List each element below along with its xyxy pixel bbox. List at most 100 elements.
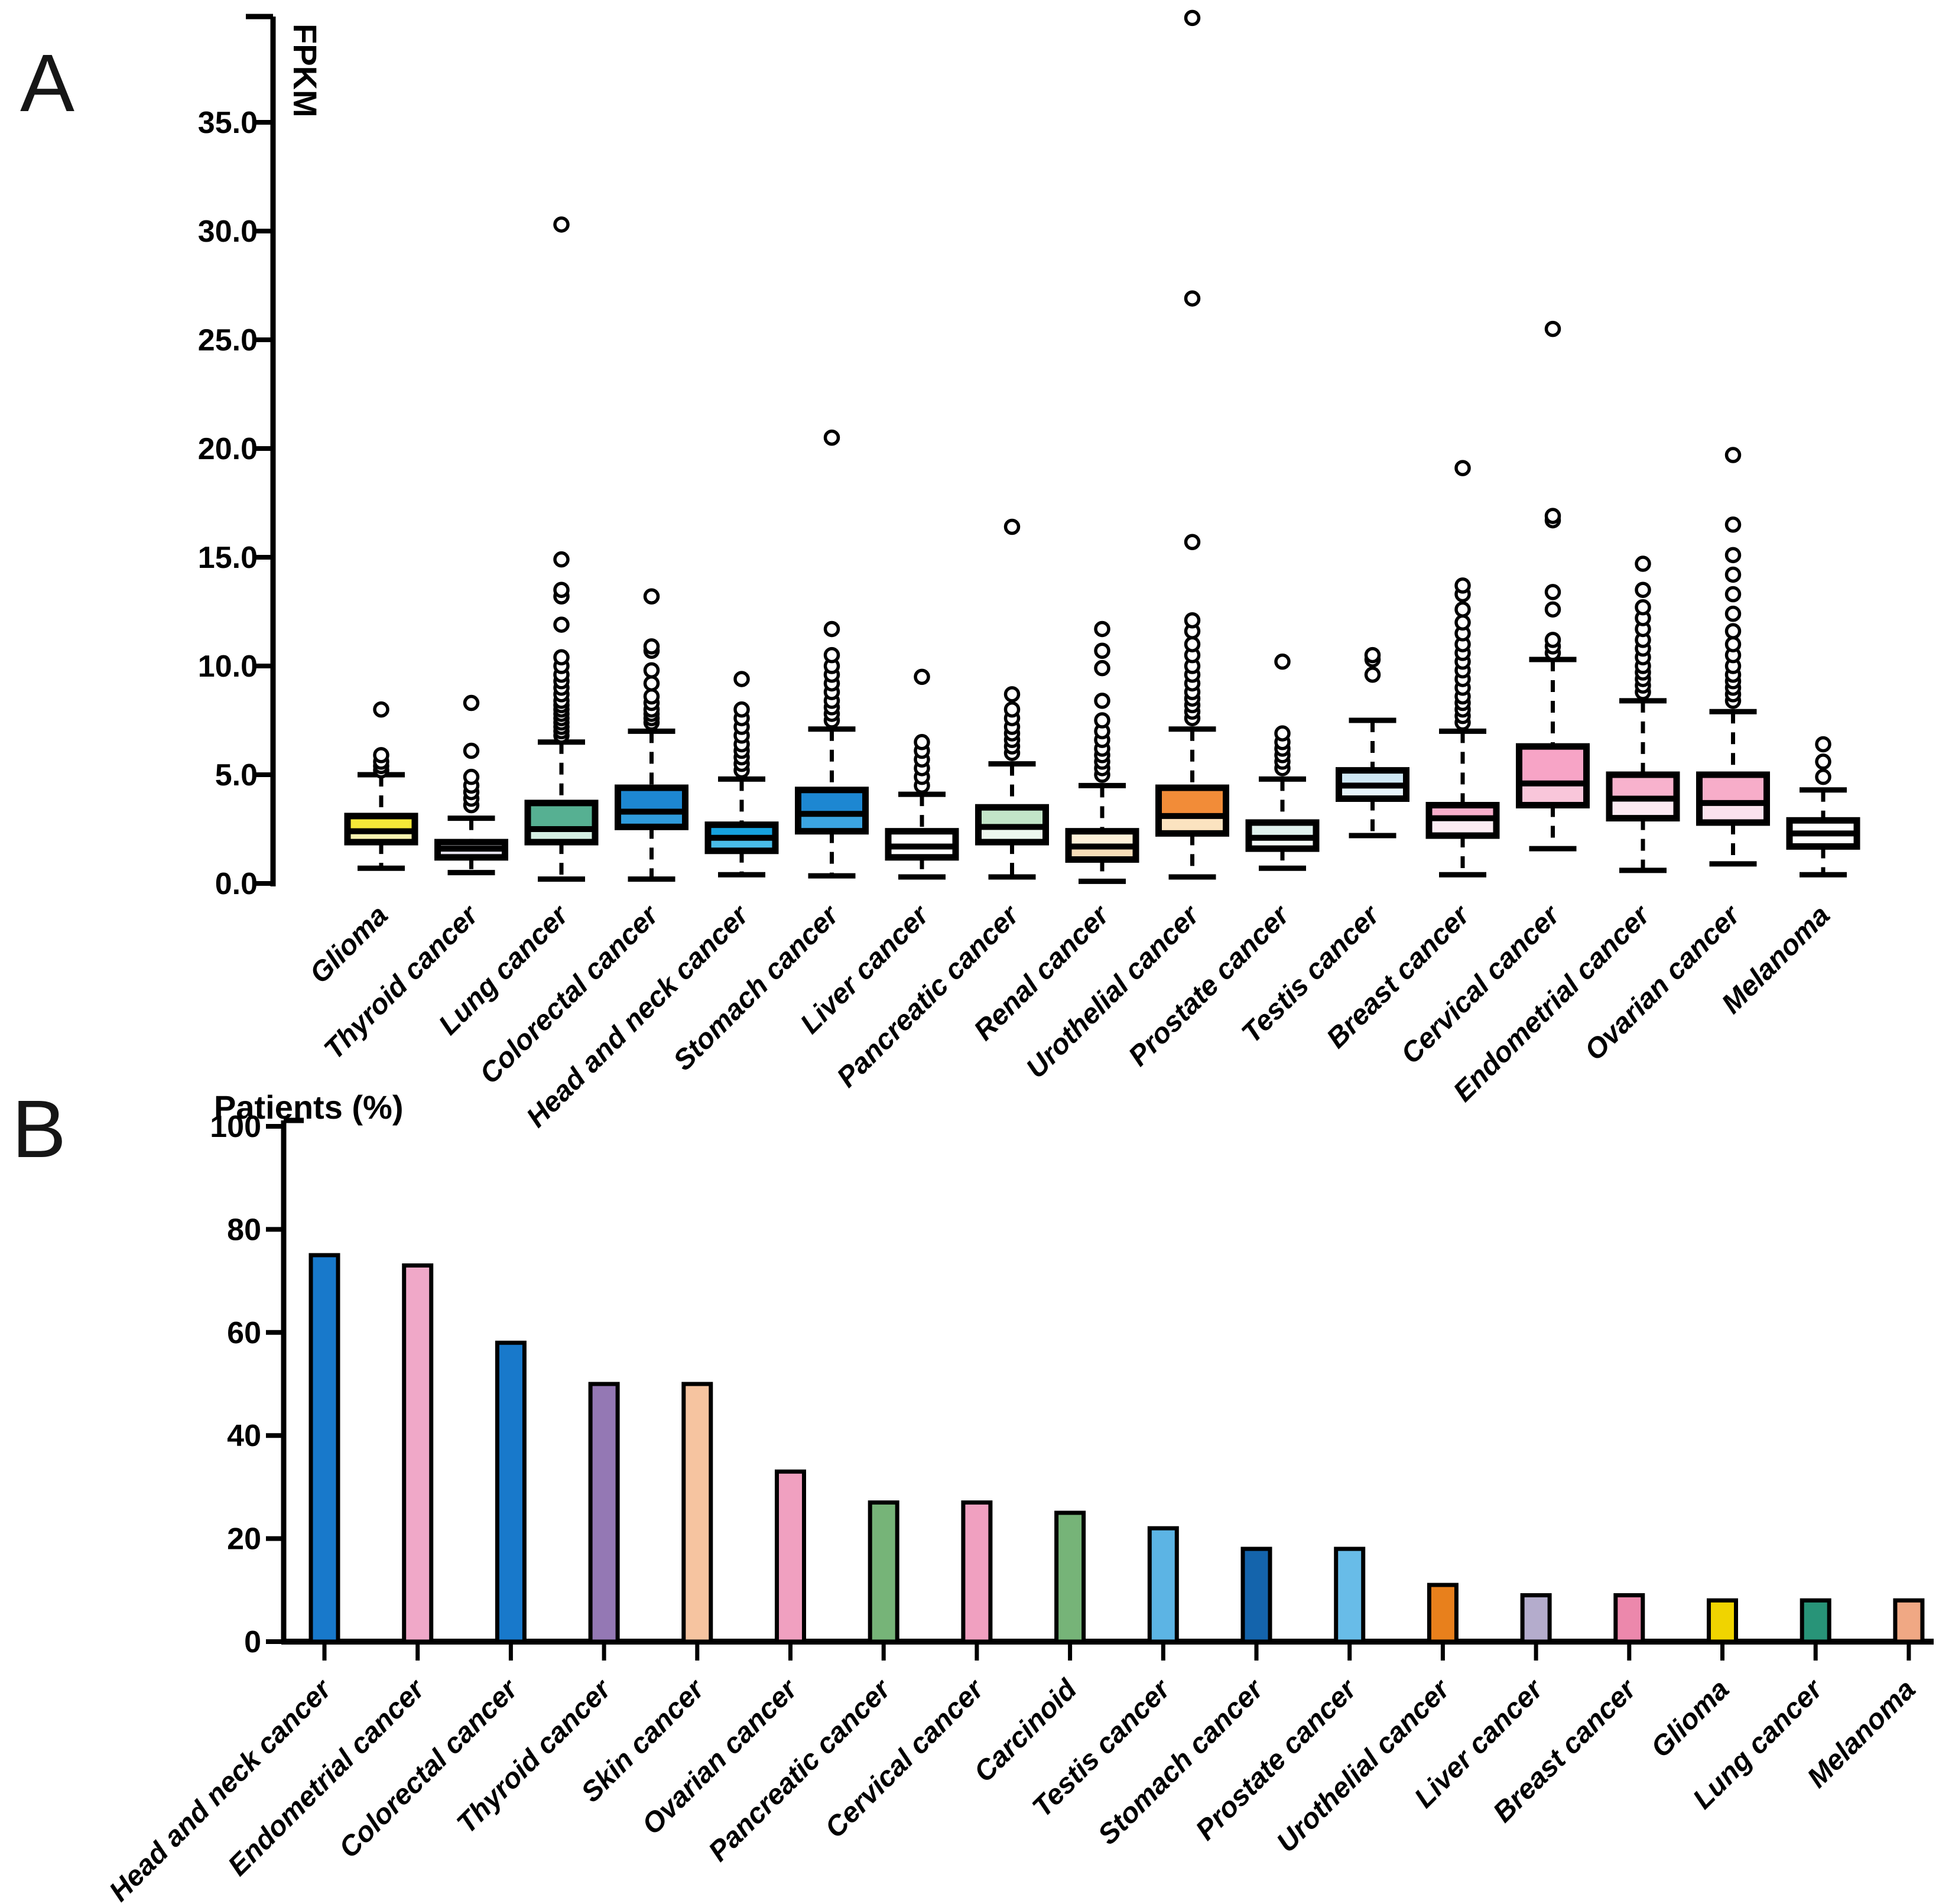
- outlier-point: [1364, 666, 1381, 683]
- y-axis-tick-label: 10.0: [198, 649, 258, 684]
- outlier-point: [373, 747, 389, 763]
- outlier-point: [463, 768, 480, 785]
- outlier-point: [463, 742, 480, 759]
- panel-b-label: B: [12, 1084, 67, 1175]
- outlier-point: [553, 616, 570, 633]
- outlier-point: [1454, 601, 1471, 618]
- outlier-point: [1544, 584, 1561, 600]
- box-lower-fill: [1519, 783, 1587, 805]
- bar: [868, 1500, 899, 1644]
- bar: [402, 1263, 434, 1644]
- outlier-point: [1274, 653, 1291, 670]
- box-border: [615, 784, 688, 830]
- box-upper-fill: [1789, 820, 1857, 834]
- bar: [1707, 1598, 1738, 1644]
- box-upper-fill: [1519, 746, 1587, 784]
- y-axis-tick-label: 15.0: [198, 541, 258, 575]
- outlier-point: [1724, 566, 1742, 583]
- outlier-point: [1724, 605, 1742, 622]
- outlier-point: [1544, 320, 1561, 337]
- x-category-label: Pancreatic cancer: [703, 1673, 898, 1868]
- x-category-label: Thyroid cancer: [451, 1673, 618, 1840]
- box-upper-fill: [618, 788, 686, 812]
- box-lower-fill: [708, 837, 775, 851]
- outlier-point: [1094, 620, 1110, 638]
- outlier-point: [1635, 581, 1651, 598]
- box-upper-fill: [528, 802, 595, 829]
- outlier-point: [1635, 555, 1651, 572]
- bar: [961, 1500, 993, 1644]
- x-category-label: Stomach cancer: [668, 899, 846, 1077]
- bar: [681, 1382, 713, 1644]
- x-category-label: Ovarian cancer: [1579, 899, 1747, 1067]
- outlier-point: [643, 638, 660, 655]
- outlier-point: [1003, 686, 1021, 703]
- box-border: [524, 800, 599, 846]
- x-category-label: Colorectal cancer: [333, 1673, 525, 1864]
- x-category-label: Glioma: [1645, 1674, 1736, 1764]
- outlier-point: [1454, 614, 1471, 631]
- outlier-point: [733, 701, 750, 718]
- box-border: [1696, 771, 1770, 826]
- x-category-label: Stomach cancer: [1092, 1673, 1270, 1851]
- box-border: [1516, 743, 1590, 809]
- y-axis-tick-label: 0: [244, 1625, 261, 1659]
- outlier-point: [1274, 725, 1291, 742]
- x-category-label: Ovarian cancer: [636, 1673, 804, 1841]
- y-axis-tick-label: 35.0: [198, 106, 258, 140]
- bar: [1800, 1598, 1831, 1644]
- outlier-point: [1724, 636, 1742, 652]
- box-lower-fill: [1609, 798, 1677, 818]
- outlier-point: [1724, 547, 1742, 564]
- outlier-point: [1454, 460, 1471, 476]
- box-lower-fill: [1699, 802, 1767, 823]
- x-category-label: Prostate cancer: [1190, 1673, 1363, 1847]
- outlier-point: [823, 620, 840, 638]
- outlier-point: [1815, 736, 1831, 753]
- bar: [588, 1382, 620, 1644]
- outlier-point: [1184, 290, 1201, 307]
- bar: [1334, 1546, 1366, 1644]
- outlier-point: [1094, 693, 1110, 709]
- y-axis-title: FPKM: [287, 24, 324, 118]
- bar: [1054, 1510, 1086, 1644]
- x-category-label: Cervical cancer: [1395, 899, 1567, 1070]
- outlier-point: [1724, 586, 1742, 603]
- x-category-label: Colorectal cancer: [474, 899, 665, 1090]
- outlier-point: [643, 688, 660, 705]
- outlier-point: [643, 662, 660, 679]
- bar: [775, 1469, 806, 1644]
- boxplot-glioma: Glioma: [304, 701, 418, 990]
- boxplot-ovarian-cancer: Ovarian cancer: [1579, 447, 1770, 1067]
- outlier-point: [463, 694, 480, 711]
- y-axis-tick-label: 60: [227, 1316, 261, 1350]
- box-upper-fill: [708, 824, 775, 838]
- box-upper-fill: [978, 807, 1046, 827]
- outlier-point: [553, 551, 570, 568]
- outlier-point: [1094, 642, 1110, 659]
- x-category-label: Prostate cancer: [1123, 899, 1297, 1073]
- panel-a-boxplot: 0.0 5.0 10.0 15.0 20.0 25.0 30.0 35.0 FPKM Glioma…: [198, 9, 1860, 1133]
- bar-glioma: Glioma: [1645, 1598, 1738, 1764]
- outlier-point: [1184, 612, 1201, 629]
- outlier-point: [1544, 508, 1561, 524]
- outlier-point: [553, 216, 570, 233]
- outlier-point: [1724, 516, 1742, 533]
- box-upper-fill: [1609, 775, 1677, 799]
- y-axis-tick-label: 0.0: [215, 867, 258, 901]
- outlier-point: [553, 649, 570, 666]
- outlier-point: [553, 581, 570, 598]
- x-category-label: Urothelial cancer: [1271, 1673, 1457, 1859]
- box-lower-fill: [1339, 785, 1407, 799]
- box-upper-fill: [1429, 805, 1496, 818]
- x-category-label: Thyroid cancer: [318, 899, 485, 1065]
- bar: [1147, 1526, 1179, 1644]
- bar: [1613, 1593, 1645, 1644]
- outlier-point: [823, 646, 840, 664]
- outlier-point: [1454, 577, 1471, 594]
- y-axis-tick-label: 5.0: [215, 758, 258, 792]
- box-lower-fill: [1068, 846, 1136, 860]
- y-axis-tick-label: 40: [227, 1419, 261, 1453]
